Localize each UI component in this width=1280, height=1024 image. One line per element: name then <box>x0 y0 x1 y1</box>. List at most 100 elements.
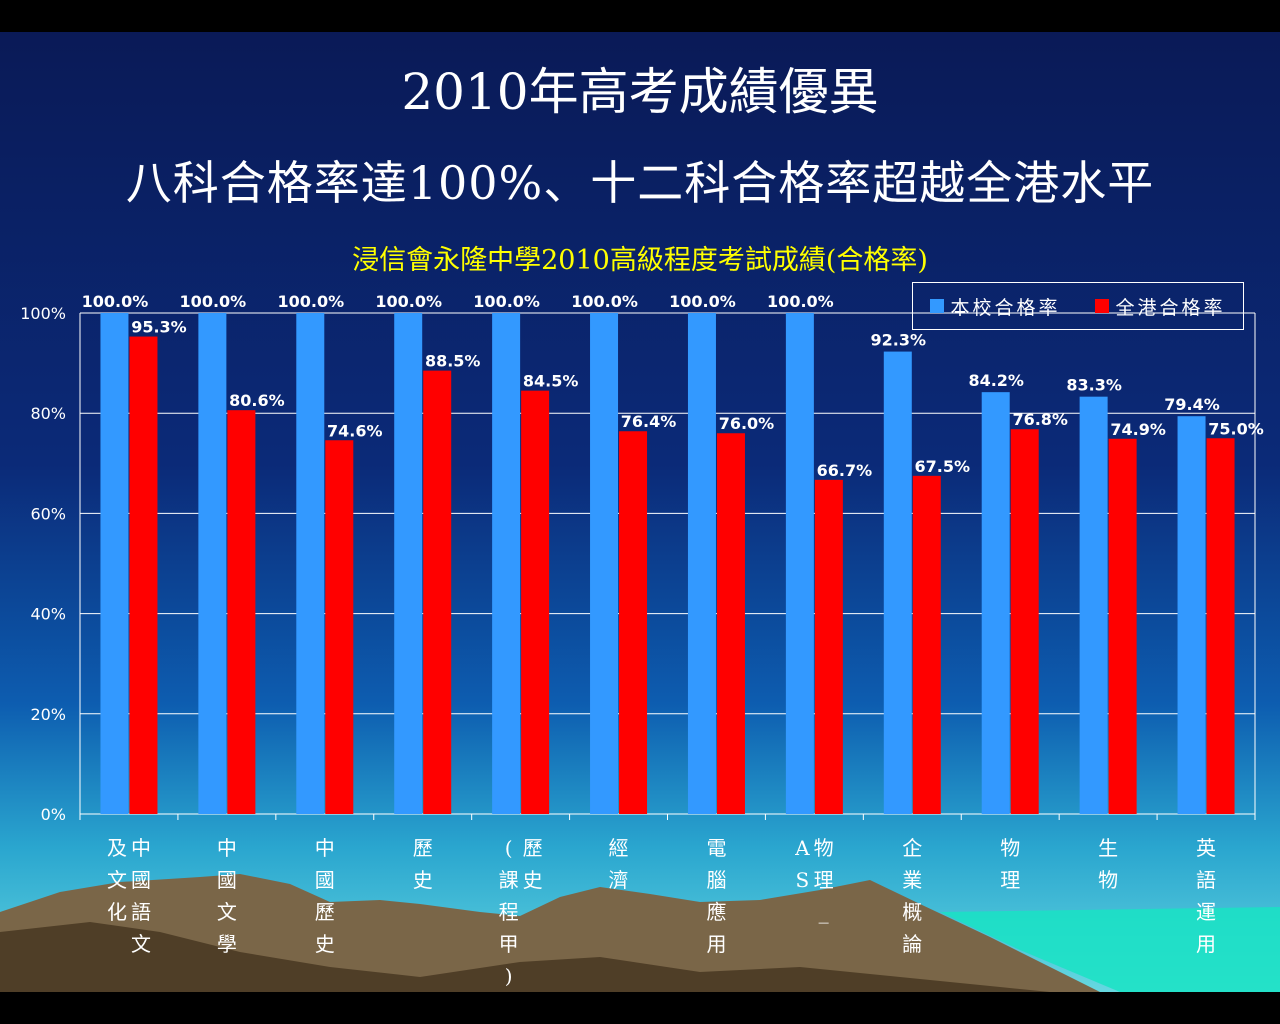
x-category-glyph: 國 <box>314 868 335 892</box>
x-category-glyph: 經 <box>608 836 629 860</box>
x-category-glyph: 理 <box>1000 868 1021 892</box>
data-label-school: 100.0% <box>82 292 149 311</box>
slide-subtitle: 八科合格率達100%、十二科合格率超越全港水平 <box>125 156 1155 210</box>
bar-hk <box>423 370 452 814</box>
bar-hk <box>1206 438 1235 814</box>
x-category-glyph: 業 <box>902 868 923 892</box>
bar-school <box>981 392 1010 814</box>
data-label-school: 92.3% <box>871 331 927 350</box>
legend-label-hk: 全港合格率 <box>1115 296 1226 319</box>
mountain-shadow <box>0 922 1050 992</box>
data-label-hk: 67.5% <box>915 457 971 476</box>
x-category-glyph: 物 <box>1000 836 1021 860</box>
x-category-glyph: 企 <box>902 836 923 860</box>
x-category-label-column: 生物 <box>1098 832 1118 896</box>
data-label-school: 100.0% <box>767 292 834 311</box>
data-label-hk: 76.0% <box>719 414 775 433</box>
x-category-glyph: 生 <box>1098 836 1119 860</box>
x-category-label: 生物 <box>1098 832 1118 896</box>
bar-hk <box>325 440 354 814</box>
data-label-hk: 80.6% <box>229 391 285 410</box>
x-category-label-column: 歷史 <box>413 832 433 896</box>
x-category-glyph: 運 <box>1196 900 1217 924</box>
x-category-label: 英語運用 <box>1196 832 1216 960</box>
legend-swatch-school <box>930 299 945 313</box>
x-category-label: 中國歷史 <box>315 832 335 960</box>
bar-hk <box>1108 438 1137 814</box>
x-category-label-column: (課程甲) <box>499 832 519 992</box>
data-label-hk: 88.5% <box>425 352 481 371</box>
x-category-glyph: A <box>795 836 810 860</box>
x-category-label: 物理 _ A S <box>795 832 833 928</box>
x-category-glyph: 英 <box>1196 836 1217 860</box>
y-tick-label: 100% <box>20 304 66 323</box>
x-category-glyph: 電 <box>706 836 727 860</box>
x-category-glyph: 史 <box>522 868 543 892</box>
x-category-label: 歷史 <box>413 832 433 896</box>
x-category-glyph: 用 <box>1196 932 1217 956</box>
bar-school <box>1079 396 1108 814</box>
x-category-glyph: 中 <box>216 836 237 860</box>
x-category-label: 歷史 (課程甲) <box>499 832 543 992</box>
data-label-school: 84.2% <box>968 371 1024 390</box>
x-category-glyph: 中 <box>130 836 151 860</box>
y-tick-label: 40% <box>30 605 66 624</box>
data-label-school: 100.0% <box>473 292 540 311</box>
bar-school <box>198 313 227 814</box>
bar-school <box>590 313 619 814</box>
data-label-hk: 84.5% <box>523 372 579 391</box>
x-category-label: 企業概論 <box>902 832 922 960</box>
data-label-hk: 95.3% <box>131 318 187 337</box>
bar-school <box>687 313 716 814</box>
data-label-hk: 74.9% <box>1110 420 1166 439</box>
bar-school <box>883 351 912 814</box>
x-category-glyph: 程 <box>498 900 519 924</box>
legend-item-hk: 全港合格率 <box>1095 293 1225 320</box>
legend-item-school: 本校合格率 <box>930 293 1060 320</box>
x-category-label-column: 中國歷史 <box>315 832 335 960</box>
x-category-glyph: ) <box>504 964 513 988</box>
x-category-label-column: 中國文學 <box>217 832 237 960</box>
sea <box>940 907 1280 992</box>
bar-school <box>1177 416 1206 814</box>
x-category-glyph: 文 <box>106 868 127 892</box>
x-category-glyph: 歷 <box>314 900 335 924</box>
y-tick-label: 60% <box>30 504 66 523</box>
x-category-label-column: 及文化 <box>107 832 127 960</box>
slide-title: 2010年高考成績優異 <box>401 63 879 121</box>
x-category-glyph: 課 <box>498 868 519 892</box>
x-category-label: 物理 <box>1000 832 1020 896</box>
x-category-label-column: 企業概論 <box>902 832 922 960</box>
bar-hk <box>1010 429 1039 814</box>
bar-hk <box>227 410 256 814</box>
bar-hk <box>619 431 648 814</box>
x-category-glyph: 學 <box>216 932 237 956</box>
x-category-label-column: 歷史 <box>523 832 543 992</box>
x-category-glyph: 濟 <box>608 868 629 892</box>
x-category-glyph: 文 <box>216 900 237 924</box>
x-category-glyph: 語 <box>130 900 151 924</box>
data-label-hk: 74.6% <box>327 421 383 440</box>
x-category-glyph: ( <box>504 836 513 860</box>
legend-swatch-hk <box>1095 299 1110 313</box>
bar-school <box>296 313 325 814</box>
x-category-label: 中國語文及文化 <box>107 832 151 960</box>
data-label-hk: 66.7% <box>817 461 873 480</box>
x-category-label-column: 電腦應用 <box>706 832 726 960</box>
x-category-glyph: 國 <box>130 868 151 892</box>
x-category-glyph: 中 <box>314 836 335 860</box>
x-category-glyph: 應 <box>706 900 727 924</box>
x-category-label-column: 經濟 <box>609 832 629 896</box>
x-category-glyph: 史 <box>314 932 335 956</box>
x-category-label-column: 物理 _ <box>814 832 834 928</box>
y-tick-label: 80% <box>30 404 66 423</box>
data-label-school: 79.4% <box>1164 395 1220 414</box>
x-category-glyph: 文 <box>130 932 151 956</box>
bar-school <box>100 313 129 814</box>
x-category-label: 中國文學 <box>217 832 237 960</box>
data-label-school: 83.3% <box>1066 376 1122 395</box>
bar-hk <box>912 475 941 814</box>
slide: 2010年高考成績優異 八科合格率達100%、十二科合格率超越全港水平 浸信會永… <box>0 32 1280 992</box>
bar-hk <box>814 479 843 814</box>
